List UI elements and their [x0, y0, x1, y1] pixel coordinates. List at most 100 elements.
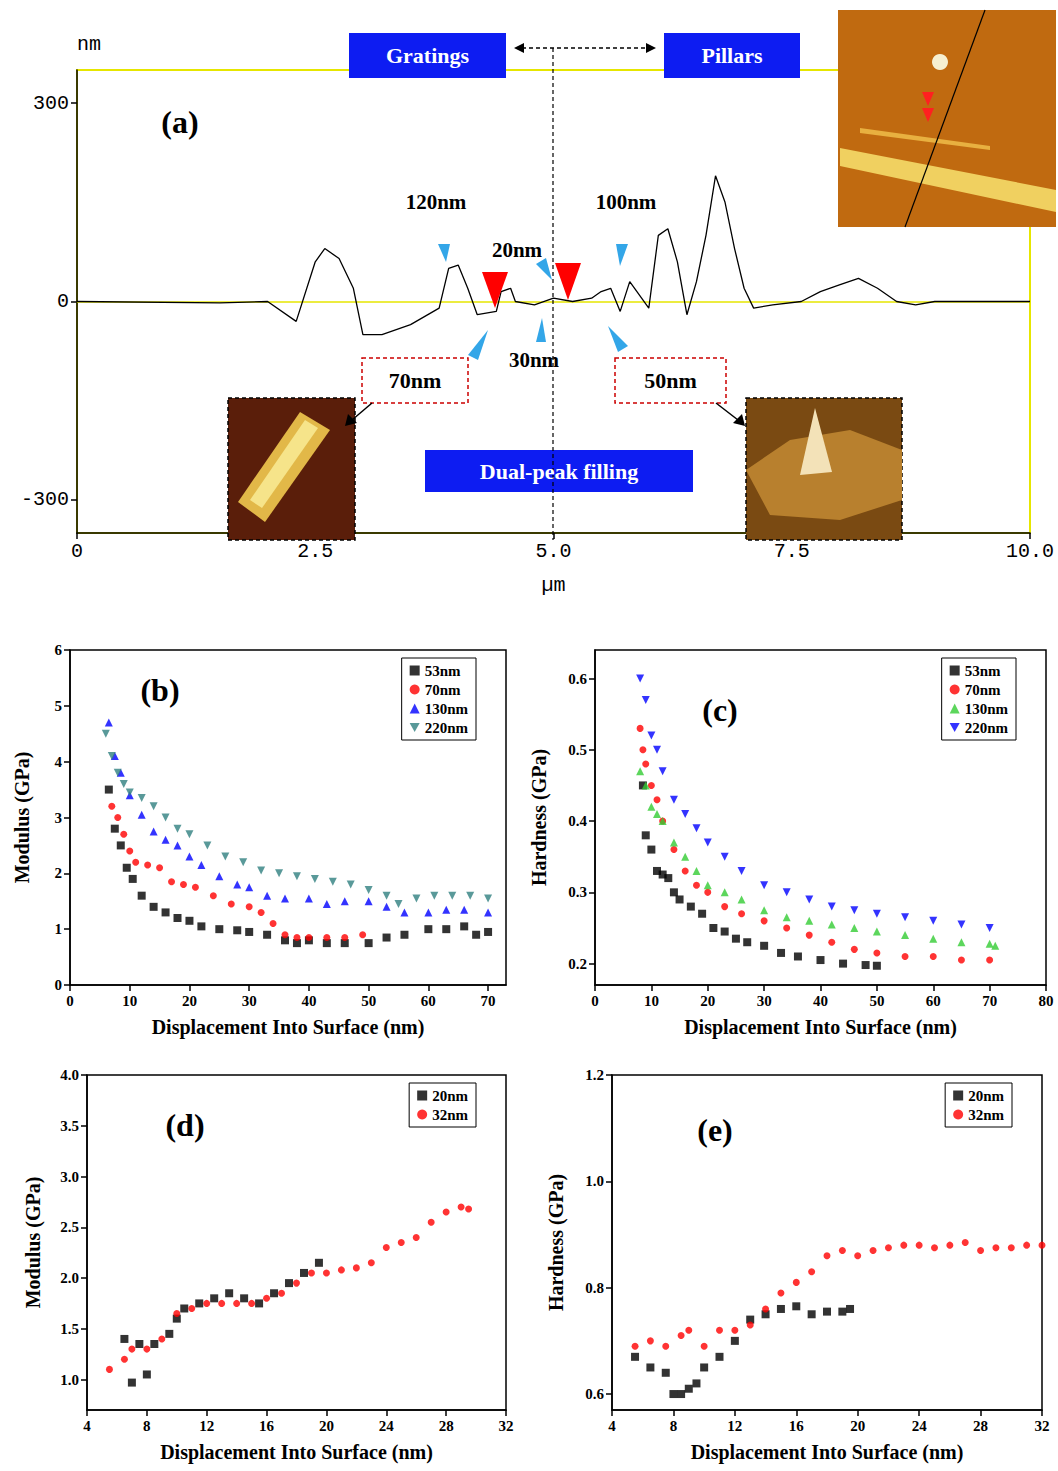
svg-text:28: 28: [439, 1418, 454, 1434]
svg-text:70nm: 70nm: [425, 682, 461, 698]
svg-text:0.6: 0.6: [568, 671, 587, 687]
svg-text:Hardness (GPa): Hardness (GPa): [545, 1174, 568, 1311]
svg-text:(b): (b): [140, 672, 179, 708]
svg-text:16: 16: [259, 1418, 275, 1434]
svg-text:5: 5: [55, 698, 63, 714]
svg-text:1: 1: [55, 921, 63, 937]
svg-text:0.5: 0.5: [568, 742, 587, 758]
svg-text:2.0: 2.0: [60, 1270, 79, 1286]
svg-text:50nm: 50nm: [644, 368, 697, 393]
svg-text:20: 20: [850, 1418, 865, 1434]
svg-text:12: 12: [199, 1418, 214, 1434]
svg-text:20: 20: [182, 993, 197, 1009]
svg-text:0.6: 0.6: [585, 1386, 604, 1402]
svg-text:30: 30: [757, 993, 772, 1009]
svg-text:30: 30: [242, 993, 257, 1009]
svg-text:4.0: 4.0: [60, 1067, 79, 1083]
svg-text:53nm: 53nm: [425, 663, 461, 679]
svg-text:50: 50: [361, 993, 376, 1009]
svg-text:80: 80: [1039, 993, 1054, 1009]
svg-text:3: 3: [55, 810, 63, 826]
svg-text:130nm: 130nm: [425, 701, 469, 717]
svg-text:28: 28: [973, 1418, 988, 1434]
svg-text:5.0: 5.0: [535, 540, 571, 563]
svg-text:50: 50: [869, 993, 884, 1009]
svg-text:2: 2: [55, 865, 63, 881]
svg-text:4: 4: [55, 754, 63, 770]
svg-text:70nm: 70nm: [965, 682, 1001, 698]
svg-text:32nm: 32nm: [968, 1107, 1004, 1123]
svg-text:(d): (d): [165, 1107, 204, 1143]
svg-text:7.5: 7.5: [774, 540, 810, 563]
svg-text:Gratings: Gratings: [386, 43, 470, 68]
svg-text:3.0: 3.0: [60, 1169, 79, 1185]
svg-text:0.8: 0.8: [585, 1280, 604, 1296]
svg-text:(a): (a): [161, 104, 198, 140]
svg-text:32: 32: [499, 1418, 514, 1434]
svg-text:40: 40: [301, 993, 316, 1009]
svg-text:12: 12: [727, 1418, 742, 1434]
svg-text:20: 20: [700, 993, 715, 1009]
svg-text:16: 16: [789, 1418, 805, 1434]
svg-text:Pillars: Pillars: [701, 43, 763, 68]
svg-text:10: 10: [644, 993, 659, 1009]
svg-text:10: 10: [122, 993, 137, 1009]
svg-text:20nm: 20nm: [432, 1088, 468, 1104]
svg-text:300: 300: [33, 92, 69, 115]
svg-text:1.5: 1.5: [60, 1321, 79, 1337]
svg-text:µm: µm: [541, 574, 565, 597]
svg-text:2.5: 2.5: [60, 1219, 79, 1235]
svg-text:(c): (c): [702, 692, 738, 728]
svg-text:1.0: 1.0: [60, 1372, 79, 1388]
svg-text:0: 0: [57, 290, 69, 313]
svg-text:2.5: 2.5: [297, 540, 333, 563]
svg-text:1.0: 1.0: [585, 1173, 604, 1189]
svg-text:53nm: 53nm: [965, 663, 1001, 679]
svg-text:60: 60: [421, 993, 436, 1009]
svg-text:220nm: 220nm: [965, 720, 1009, 736]
svg-text:Displacement Into Surface (nm): Displacement Into Surface (nm): [691, 1441, 964, 1464]
svg-text:nm: nm: [77, 33, 101, 56]
svg-text:0: 0: [591, 993, 599, 1009]
svg-text:40: 40: [813, 993, 828, 1009]
svg-text:6: 6: [55, 642, 63, 658]
svg-text:0.3: 0.3: [568, 884, 587, 900]
svg-text:Dual-peak filling: Dual-peak filling: [480, 459, 638, 484]
svg-text:(e): (e): [697, 1112, 733, 1148]
svg-text:0: 0: [66, 993, 74, 1009]
svg-text:70: 70: [982, 993, 997, 1009]
svg-text:60: 60: [926, 993, 941, 1009]
svg-text:220nm: 220nm: [425, 720, 469, 736]
svg-text:Modulus (GPa): Modulus (GPa): [22, 1177, 45, 1309]
svg-text:130nm: 130nm: [965, 701, 1009, 717]
svg-text:4: 4: [83, 1418, 91, 1434]
svg-text:10.0: 10.0: [1006, 540, 1054, 563]
svg-text:0.4: 0.4: [568, 813, 587, 829]
svg-text:Modulus (GPa): Modulus (GPa): [11, 752, 34, 884]
svg-text:20: 20: [319, 1418, 334, 1434]
svg-text:0: 0: [71, 540, 83, 563]
svg-text:4: 4: [608, 1418, 616, 1434]
svg-text:Displacement Into Surface (nm): Displacement Into Surface (nm): [160, 1441, 433, 1464]
svg-text:0: 0: [55, 977, 63, 993]
svg-text:8: 8: [670, 1418, 678, 1434]
svg-text:30nm: 30nm: [509, 348, 560, 372]
svg-text:3.5: 3.5: [60, 1118, 79, 1134]
svg-text:Hardness (GPa): Hardness (GPa): [528, 749, 551, 886]
svg-text:100nm: 100nm: [596, 190, 657, 214]
svg-text:20nm: 20nm: [968, 1088, 1004, 1104]
svg-text:32: 32: [1035, 1418, 1050, 1434]
svg-text:24: 24: [379, 1418, 395, 1434]
svg-text:Displacement Into Surface (nm): Displacement Into Surface (nm): [684, 1016, 957, 1039]
svg-text:32nm: 32nm: [432, 1107, 468, 1123]
svg-text:24: 24: [912, 1418, 928, 1434]
svg-text:70: 70: [481, 993, 496, 1009]
svg-text:20nm: 20nm: [492, 238, 543, 262]
svg-text:Displacement Into Surface (nm): Displacement Into Surface (nm): [152, 1016, 425, 1039]
svg-text:70nm: 70nm: [389, 368, 442, 393]
svg-text:8: 8: [143, 1418, 151, 1434]
svg-text:0.2: 0.2: [568, 956, 587, 972]
svg-text:-300: -300: [21, 488, 69, 511]
svg-text:120nm: 120nm: [406, 190, 467, 214]
svg-text:1.2: 1.2: [585, 1067, 604, 1083]
